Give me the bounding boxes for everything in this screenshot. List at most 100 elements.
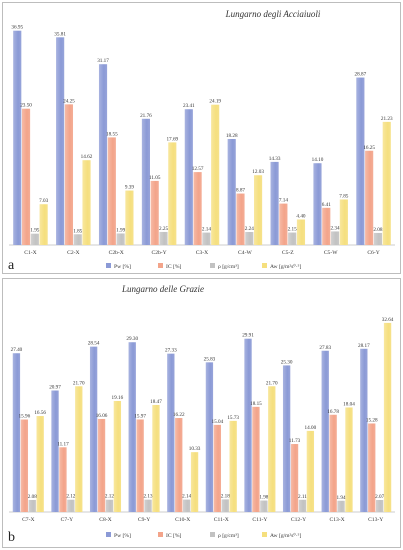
value-label-pw-c8-x: 28.54 — [88, 341, 100, 347]
value-label-ic-c1-x: 23.50 — [20, 103, 32, 109]
bar-rho-c13-y — [375, 500, 384, 512]
value-label-aw-c9-y: 18.47 — [150, 399, 162, 405]
bar-ic-c5-w — [322, 207, 331, 245]
bar-aw-c13-y — [383, 322, 392, 512]
value-label-ic-c13-x: 16.78 — [327, 409, 339, 415]
bar-rho-c11-y — [260, 500, 268, 512]
x-tick-label-c10-x: C10-X — [175, 517, 190, 523]
legend-label-aw: Aw [g/m²s⁰·⁵] — [270, 263, 301, 270]
value-label-pw-c13-x: 27.83 — [319, 345, 331, 351]
value-label-aw-c13-x: 18.04 — [343, 401, 355, 407]
value-label-rho-c6-y: 2.08 — [373, 227, 382, 233]
value-label-rho-c2-x: 1.85 — [73, 228, 82, 234]
bar-rho-c13-x — [337, 500, 345, 512]
value-label-pw-c7-x: 27.40 — [11, 347, 23, 353]
bar-aw-c8-x — [113, 400, 122, 512]
bar-rho-c7-y — [67, 499, 75, 512]
x-tick-label-c3-x: C3-X — [196, 250, 208, 256]
bar-ic-c10-x — [175, 418, 183, 512]
value-label-aw-c2b-y: 17.69 — [166, 136, 178, 142]
bar-ic-c9-y — [136, 419, 144, 512]
bar-pw-c12-y — [282, 365, 291, 512]
x-tick-label-c5-w: C5-W — [324, 250, 338, 256]
bar-pw-c7-x — [12, 353, 21, 512]
bar-aw-c1-x — [39, 204, 48, 245]
bar-pw-c2b-x — [98, 64, 108, 246]
bar-aw-c11-y — [268, 386, 276, 512]
legend-label-ic: IC [%] — [166, 264, 182, 270]
bar-ic-c2b-y — [150, 180, 159, 245]
bar-pw-c5-w — [313, 163, 322, 245]
value-label-rho-c5-z: 2.15 — [288, 227, 297, 233]
bar-aw-c6-y — [382, 121, 391, 245]
panel-label: a — [8, 258, 15, 273]
value-label-ic-c13-y: 15.28 — [366, 417, 378, 423]
x-tick-label-c5-z: C5-Z — [282, 250, 294, 256]
value-label-ic-c5-z: 7.14 — [279, 198, 288, 204]
bar-rho-c8-x — [105, 499, 114, 512]
bar-ic-c7-x — [20, 419, 29, 512]
legend-swatch-rho — [210, 263, 215, 268]
value-label-pw-c12-y: 25.30 — [281, 359, 293, 365]
value-label-pw-c9-y: 29.30 — [126, 336, 138, 342]
value-label-ic-c4-w: 8.87 — [236, 188, 245, 194]
bar-aw-c3-x — [211, 104, 220, 245]
bar-pw-c11-x — [205, 362, 214, 512]
value-label-rho-c11-x: 2.18 — [221, 493, 230, 499]
bar-ic-c2b-x — [107, 137, 116, 245]
value-label-pw-c5-w: 14.10 — [312, 157, 324, 163]
value-label-aw-c6-y: 21.23 — [381, 116, 393, 122]
legend-label-aw: Aw [g/m²s⁰·⁵] — [270, 532, 301, 539]
bar-rho-c2-x — [73, 234, 82, 245]
bar-rho-c2b-x — [116, 233, 125, 245]
bar-rho-c12-y — [298, 499, 307, 512]
value-label-ic-c9-y: 15.97 — [134, 413, 146, 419]
x-tick-label-c12-y: C12-Y — [291, 517, 306, 523]
value-label-pw-c10-x: 27.33 — [165, 348, 177, 354]
bar-rho-c2b-y — [159, 231, 168, 245]
bar-rho-c7-x — [28, 499, 36, 512]
value-label-rho-c7-y: 2.12 — [66, 494, 75, 500]
value-label-aw-c11-x: 15.73 — [227, 415, 239, 421]
bar-pw-c13-y — [360, 348, 368, 512]
x-tick-label-c1-x: C1-X — [24, 250, 36, 256]
value-label-pw-c4-w: 18.28 — [226, 133, 238, 139]
x-tick-label-c11-y: C11-Y — [252, 517, 267, 523]
value-label-aw-c3-x: 24.19 — [209, 99, 221, 105]
x-tick-label-c2b-x: C2b-X — [109, 250, 124, 256]
bar-aw-c10-x — [190, 452, 199, 512]
value-label-rho-c2b-x: 1.99 — [116, 227, 125, 233]
bar-ic-c8-x — [97, 418, 106, 512]
bar-pw-c6-y — [356, 77, 365, 245]
x-tick-label-c4-w: C4-W — [238, 250, 252, 256]
legend: Pw [%] IC [%] ρ [g/cm³] Aw [g/m²s⁰·⁵] — [106, 263, 301, 270]
value-label-aw-c10-x: 10.33 — [189, 446, 201, 452]
bar-aw-c5-w — [339, 199, 348, 245]
value-label-rho-c4-w: 2.24 — [245, 226, 254, 232]
panel-label: b — [8, 530, 15, 545]
bar-ic-c2-x — [64, 104, 74, 245]
bar-rho-c4-w — [245, 232, 254, 245]
bar-pw-c4-w — [227, 138, 236, 245]
x-tick-label-c2b-y: C2b-Y — [151, 250, 166, 256]
value-label-ic-c2-x: 24.25 — [63, 98, 75, 104]
value-label-ic-c2b-y: 11.05 — [149, 175, 161, 181]
bar-pw-c7-y — [51, 390, 59, 512]
bar-ic-c12-y — [290, 444, 299, 512]
value-label-aw-c5-w: 7.85 — [339, 193, 348, 199]
value-label-pw-c5-z: 14.33 — [269, 156, 281, 162]
chart-panel-b: Lungarno delle Grazie 27.40 15.96 2.08 16.56… — [2, 278, 401, 548]
value-label-rho-c13-x: 1.94 — [337, 495, 346, 501]
legend-swatch-aw — [262, 263, 267, 268]
bar-pw-c5-z — [270, 161, 279, 245]
bar-aw-c7-y — [75, 386, 83, 512]
value-label-pw-c13-y: 28.17 — [358, 343, 370, 349]
bar-aw-c13-x — [345, 407, 353, 512]
bar-pw-c13-x — [321, 350, 329, 512]
bar-aw-c2b-y — [168, 142, 177, 245]
legend-label-rho: ρ [g/cm³] — [218, 264, 239, 270]
bar-ic-c3-x — [193, 172, 202, 245]
bar-pw-c9-y — [128, 342, 136, 512]
legend-label-pw: Pw [%] — [114, 264, 131, 270]
bar-pw-c8-x — [89, 346, 98, 512]
